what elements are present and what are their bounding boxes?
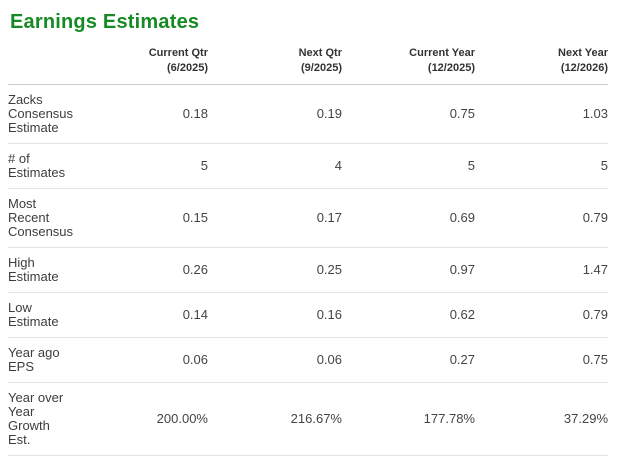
value-cell: 0.15 (102, 188, 208, 248)
table-row-high-estimate: High Estimate 0.26 0.25 0.97 1.47 (8, 247, 608, 293)
value-cell: 1.03 (475, 84, 608, 144)
table-row-num-of-estimates: # of Estimates 5 4 5 5 (8, 143, 608, 189)
value-cell: 0.14 (102, 292, 208, 338)
column-label: Next Year (558, 47, 608, 59)
value-cell: 5 (342, 143, 475, 189)
table-row-low-estimate: Low Estimate 0.14 0.16 0.62 0.79 (8, 292, 608, 338)
value-cell: 0.16 (208, 292, 342, 338)
column-header-next-year: Next Year (12/2026) (475, 34, 608, 85)
value-cell: 216.67% (208, 382, 342, 456)
value-cell: 5 (475, 143, 608, 189)
value-cell: 0.26 (102, 247, 208, 293)
column-period: (12/2025) (427, 62, 475, 74)
column-period: (9/2025) (301, 62, 342, 74)
header-spacer (8, 34, 102, 85)
column-header-next-qtr: Next Qtr (9/2025) (208, 34, 342, 85)
value-cell: 5 (102, 143, 208, 189)
value-cell: 0.06 (208, 337, 342, 383)
value-cell: 0.79 (475, 188, 608, 248)
value-cell: 37.29% (475, 382, 608, 456)
value-cell: 0.62 (342, 292, 475, 338)
value-cell: 0.97 (342, 247, 475, 293)
table-row-most-recent-consensus: Most Recent Consensus 0.15 0.17 0.69 0.7… (8, 188, 608, 248)
value-cell: 0.06 (102, 337, 208, 383)
column-label: Current Qtr (148, 47, 208, 59)
value-cell: 1.47 (475, 247, 608, 293)
value-cell: 0.18 (102, 84, 208, 144)
column-label: Next Qtr (298, 47, 342, 59)
value-cell: 200.00% (102, 382, 208, 456)
value-cell: 4 (208, 143, 342, 189)
column-label: Current Year (409, 47, 475, 59)
earnings-estimates-table: Current Qtr (6/2025) Next Qtr (9/2025) C… (8, 34, 608, 456)
value-cell: 0.25 (208, 247, 342, 293)
page-title: Earnings Estimates (10, 11, 200, 33)
row-label: Zacks Consensus Estimate (8, 84, 102, 144)
row-label: # of Estimates (8, 143, 102, 189)
value-cell: 0.75 (475, 337, 608, 383)
row-label: Year over Year Growth Est. (8, 382, 102, 456)
value-cell: 0.75 (342, 84, 475, 144)
row-label: Year ago EPS (8, 337, 102, 383)
column-period: (6/2025) (167, 62, 208, 74)
value-cell: 0.69 (342, 188, 475, 248)
value-cell: 0.19 (208, 84, 342, 144)
column-header-current-year: Current Year (12/2025) (342, 34, 475, 85)
header-row: Current Qtr (6/2025) Next Qtr (9/2025) C… (8, 34, 608, 85)
table-row-year-ago-eps: Year ago EPS 0.06 0.06 0.27 0.75 (8, 337, 608, 383)
table-row-zacks-consensus-estimate: Zacks Consensus Estimate 0.18 0.19 0.75 … (8, 84, 608, 144)
value-cell: 0.17 (208, 188, 342, 248)
row-label: Most Recent Consensus (8, 188, 102, 248)
value-cell: 177.78% (342, 382, 475, 456)
row-label: Low Estimate (8, 292, 102, 338)
value-cell: 0.79 (475, 292, 608, 338)
table-row-year-over-year-growth: Year over Year Growth Est. 200.00% 216.6… (8, 382, 608, 456)
column-period: (12/2026) (560, 62, 608, 74)
column-header-current-qtr: Current Qtr (6/2025) (102, 34, 208, 85)
value-cell: 0.27 (342, 337, 475, 383)
row-label: High Estimate (8, 247, 102, 293)
